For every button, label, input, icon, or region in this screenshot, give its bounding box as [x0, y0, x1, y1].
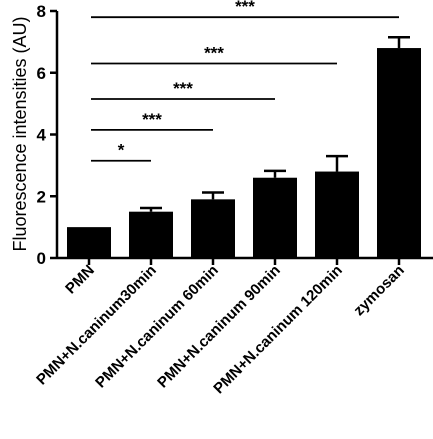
significance-label: *: [118, 141, 125, 160]
significance-label: ***: [235, 0, 255, 16]
significance-label: ***: [204, 43, 224, 62]
y-tick-label: 6: [37, 64, 46, 83]
bar: [253, 177, 297, 258]
x-tick-label: PMN+N.caninum 60min: [92, 262, 222, 392]
x-tick-label: PMN: [62, 262, 98, 298]
y-tick-label: 2: [37, 187, 46, 206]
bar: [191, 199, 235, 258]
y-axis-label: Fluorescence intensities (AU): [10, 16, 30, 251]
y-tick-label: 8: [37, 2, 46, 21]
x-tick-label: zymosan: [350, 262, 407, 319]
x-tick-label: PMN+N.caninum30min: [33, 262, 160, 389]
bar: [129, 211, 173, 258]
x-tick-label: PMN+N.caninum 90min: [154, 262, 284, 392]
y-tick-label: 4: [37, 126, 47, 145]
bar: [67, 227, 111, 258]
x-tick-label: PMN+N.caninum 120min: [210, 262, 346, 398]
bar: [377, 48, 421, 258]
significance-label: ***: [142, 110, 162, 129]
y-tick-label: 0: [37, 249, 46, 268]
bar: [315, 171, 359, 258]
significance-label: ***: [173, 79, 193, 98]
